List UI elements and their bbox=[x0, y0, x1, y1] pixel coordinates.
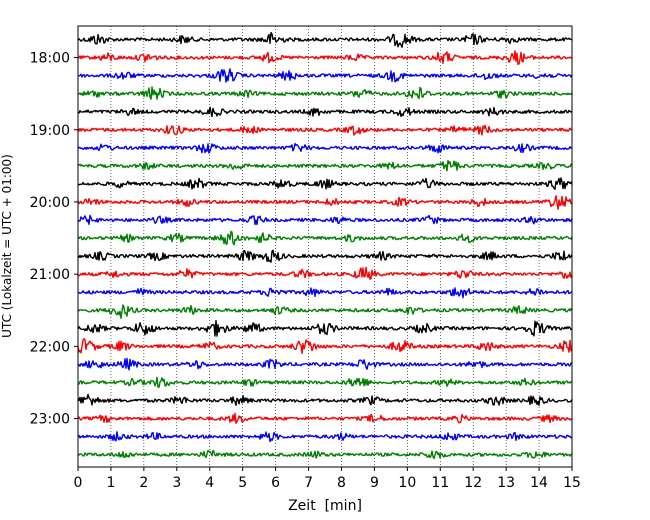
x-axis-ticks: 0 1 2 3 4 5 6 7 8 9 10 11 12 13 14 15 bbox=[74, 467, 581, 491]
y-axis-label: UTC (Lokalzeit = UTC + 01:00) bbox=[0, 154, 14, 338]
seismogram-trace bbox=[77, 266, 573, 280]
seismogram-trace bbox=[77, 449, 573, 460]
x-tick-label: 13 bbox=[497, 475, 515, 491]
y-tick-label: 22:00 bbox=[30, 339, 70, 355]
y-tick-label: 23:00 bbox=[30, 412, 70, 428]
y-tick-label: 21:00 bbox=[30, 267, 70, 283]
seismogram-trace bbox=[77, 412, 573, 424]
x-tick-label: 15 bbox=[563, 475, 581, 491]
x-tick-label: 9 bbox=[370, 475, 379, 491]
seismogram-trace bbox=[77, 159, 573, 172]
seismogram-trace bbox=[77, 338, 573, 355]
seismogram-trace bbox=[77, 319, 573, 337]
seismogram-trace bbox=[77, 106, 573, 118]
seismogram-trace bbox=[77, 68, 573, 83]
y-tick-label: 19:00 bbox=[30, 123, 70, 139]
x-tick-label: 0 bbox=[74, 475, 83, 491]
plot-frame bbox=[77, 25, 573, 468]
seismogram-trace bbox=[77, 142, 572, 154]
seismogram-trace bbox=[77, 195, 573, 210]
y-tick-label: 18:00 bbox=[30, 51, 70, 67]
seismogram-trace bbox=[77, 214, 573, 226]
seismogram-trace bbox=[77, 230, 573, 246]
seismogram-trace bbox=[77, 50, 573, 65]
x-axis-label: Zeit [min] bbox=[288, 498, 362, 514]
x-tick-label: 3 bbox=[172, 475, 181, 491]
seismogram-trace bbox=[77, 31, 573, 48]
seismogram-trace bbox=[77, 86, 573, 100]
x-tick-label: 11 bbox=[431, 475, 449, 491]
x-tick-label: 14 bbox=[530, 475, 548, 491]
y-axis-ticks: 18:00 19:00 20:00 21:00 22:00 23:00 bbox=[30, 51, 78, 428]
x-tick-label: 6 bbox=[271, 475, 280, 491]
seismogram-trace bbox=[77, 431, 573, 443]
x-tick-label: 5 bbox=[238, 475, 247, 491]
seismogram-trace bbox=[77, 287, 573, 299]
x-tick-label: 8 bbox=[337, 475, 346, 491]
seismogram-trace bbox=[77, 177, 573, 190]
x-tick-label: 1 bbox=[106, 475, 115, 491]
seismogram-trace bbox=[77, 249, 573, 263]
x-tick-label: 2 bbox=[139, 475, 148, 491]
x-tick-label: 7 bbox=[304, 475, 313, 491]
seismogram-trace bbox=[77, 393, 573, 406]
x-tick-label: 12 bbox=[464, 475, 482, 491]
y-tick-label: 20:00 bbox=[30, 195, 70, 211]
seismogram-trace bbox=[77, 304, 573, 319]
seismogram-trace bbox=[77, 124, 573, 136]
trace-layer bbox=[77, 31, 573, 460]
x-tick-label: 4 bbox=[205, 475, 214, 491]
x-tick-label: 10 bbox=[398, 475, 416, 491]
seismogram-trace bbox=[77, 357, 573, 371]
seismogram-trace bbox=[77, 376, 573, 388]
